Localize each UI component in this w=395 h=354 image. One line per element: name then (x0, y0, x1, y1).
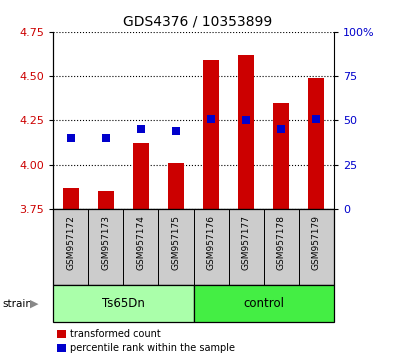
Text: GSM957179: GSM957179 (312, 215, 321, 270)
Text: percentile rank within the sample: percentile rank within the sample (70, 343, 235, 353)
Bar (133, 143, 149, 209)
Bar (238, 55, 254, 209)
Bar (158, 209, 194, 285)
Text: GSM957176: GSM957176 (207, 215, 216, 270)
Text: Ts65Dn: Ts65Dn (102, 297, 145, 310)
Bar (88, 209, 123, 285)
Bar (299, 209, 334, 285)
Text: GSM957172: GSM957172 (66, 215, 75, 270)
Point (103, 135, 109, 141)
Text: strain: strain (2, 298, 32, 309)
Text: GSM957177: GSM957177 (242, 215, 251, 270)
Bar (123, 209, 158, 285)
Bar (53, 285, 194, 322)
Text: GSM957178: GSM957178 (276, 215, 286, 270)
Point (173, 128, 179, 134)
Text: GDS4376 / 10353899: GDS4376 / 10353899 (123, 14, 272, 28)
Bar (308, 78, 324, 209)
Point (208, 116, 214, 121)
Bar (264, 209, 299, 285)
Bar (194, 285, 334, 322)
Bar (53, 209, 88, 285)
Text: GSM957174: GSM957174 (136, 215, 145, 270)
Point (68, 135, 74, 141)
Point (278, 126, 284, 132)
Text: GSM957175: GSM957175 (171, 215, 181, 270)
Bar (273, 103, 289, 209)
Bar (98, 191, 114, 209)
Text: control: control (243, 297, 284, 310)
Point (313, 116, 320, 121)
Bar (194, 209, 229, 285)
Text: GSM957173: GSM957173 (102, 215, 111, 270)
Point (138, 126, 144, 132)
Bar (203, 60, 219, 209)
Text: transformed count: transformed count (70, 329, 161, 339)
Bar (229, 209, 263, 285)
Point (243, 118, 249, 123)
Bar (168, 163, 184, 209)
Text: ▶: ▶ (30, 298, 38, 309)
Bar (63, 188, 79, 209)
